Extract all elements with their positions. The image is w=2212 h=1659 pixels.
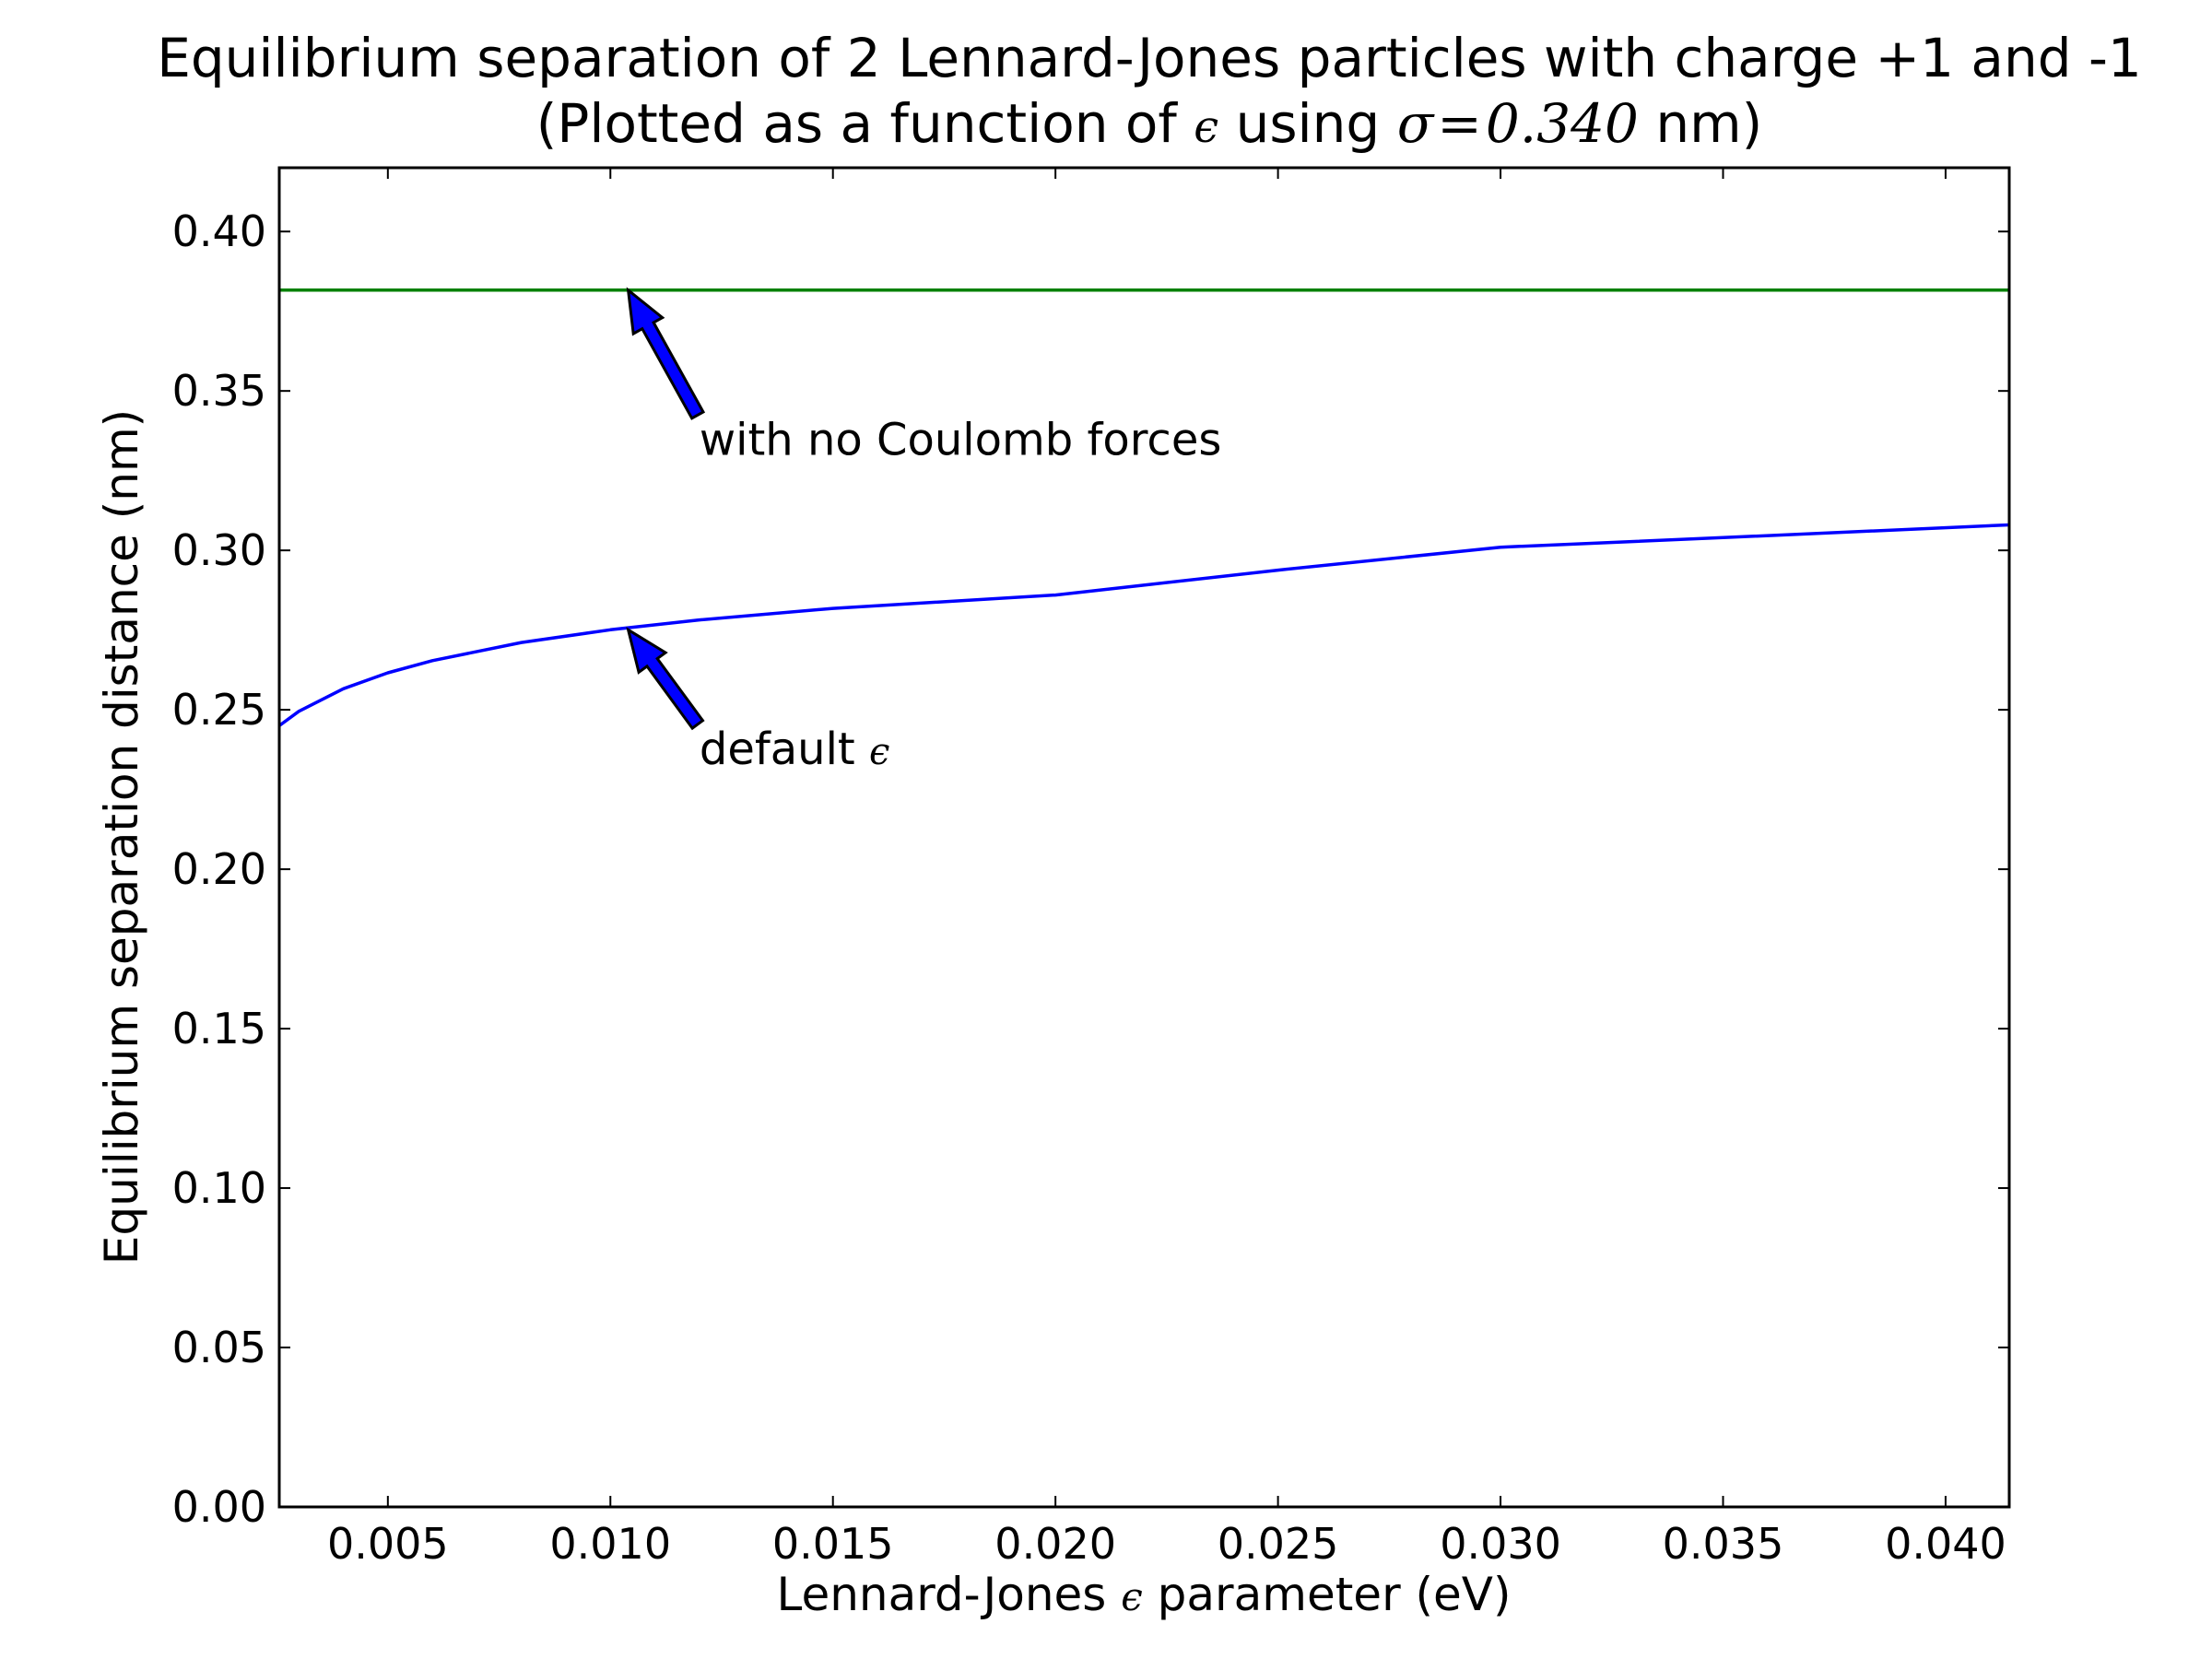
annotation-arrow-2	[626, 627, 705, 731]
y-tick-label: 0.15	[172, 1004, 266, 1053]
axes-frame	[277, 166, 2011, 1509]
annotation-label-1: with no Coulomb forces	[700, 414, 1222, 465]
annotation-layer: with no Coulomb forces default ϵ	[626, 287, 1222, 775]
ticks: 0.005 0.010 0.015 0.020 0.025 0.030 0.035 0.040…	[172, 168, 2009, 1569]
x-tick-label: 0.040	[1885, 1519, 2006, 1569]
annotation-arrow-1	[626, 287, 706, 420]
series-line-1	[277, 523, 2010, 727]
chart-subtitle: (Plotted as a function of ϵ using σ=0.34…	[536, 92, 1763, 155]
y-tick-label: 0.00	[172, 1482, 266, 1532]
x-tick-label: 0.030	[1440, 1519, 1561, 1569]
y-tick-label: 0.20	[172, 844, 266, 894]
x-tick-label: 0.005	[327, 1519, 449, 1569]
x-tick-label: 0.015	[772, 1519, 894, 1569]
y-tick-label: 0.10	[172, 1163, 266, 1213]
x-axis-label: Lennard-Jones ϵ parameter (eV)	[777, 1568, 1512, 1621]
chart-title: Equilibrium separation of 2 Lennard-Jone…	[157, 27, 2142, 89]
series-layer	[277, 288, 2010, 727]
x-tick-label: 0.035	[1663, 1519, 1784, 1569]
x-tick-label: 0.020	[994, 1519, 1116, 1569]
x-tick-label: 0.025	[1218, 1519, 1339, 1569]
annotation-label-2: default ϵ	[700, 724, 890, 775]
plot-area	[279, 168, 2009, 1507]
y-axis-label: Equilibrium separation distance (nm)	[95, 409, 148, 1265]
y-tick-label: 0.30	[172, 525, 266, 575]
y-tick-label: 0.40	[172, 206, 266, 256]
x-tick-label: 0.010	[549, 1519, 671, 1569]
y-tick-label: 0.05	[172, 1323, 266, 1372]
y-tick-label: 0.25	[172, 685, 266, 735]
y-tick-label: 0.35	[172, 366, 266, 416]
